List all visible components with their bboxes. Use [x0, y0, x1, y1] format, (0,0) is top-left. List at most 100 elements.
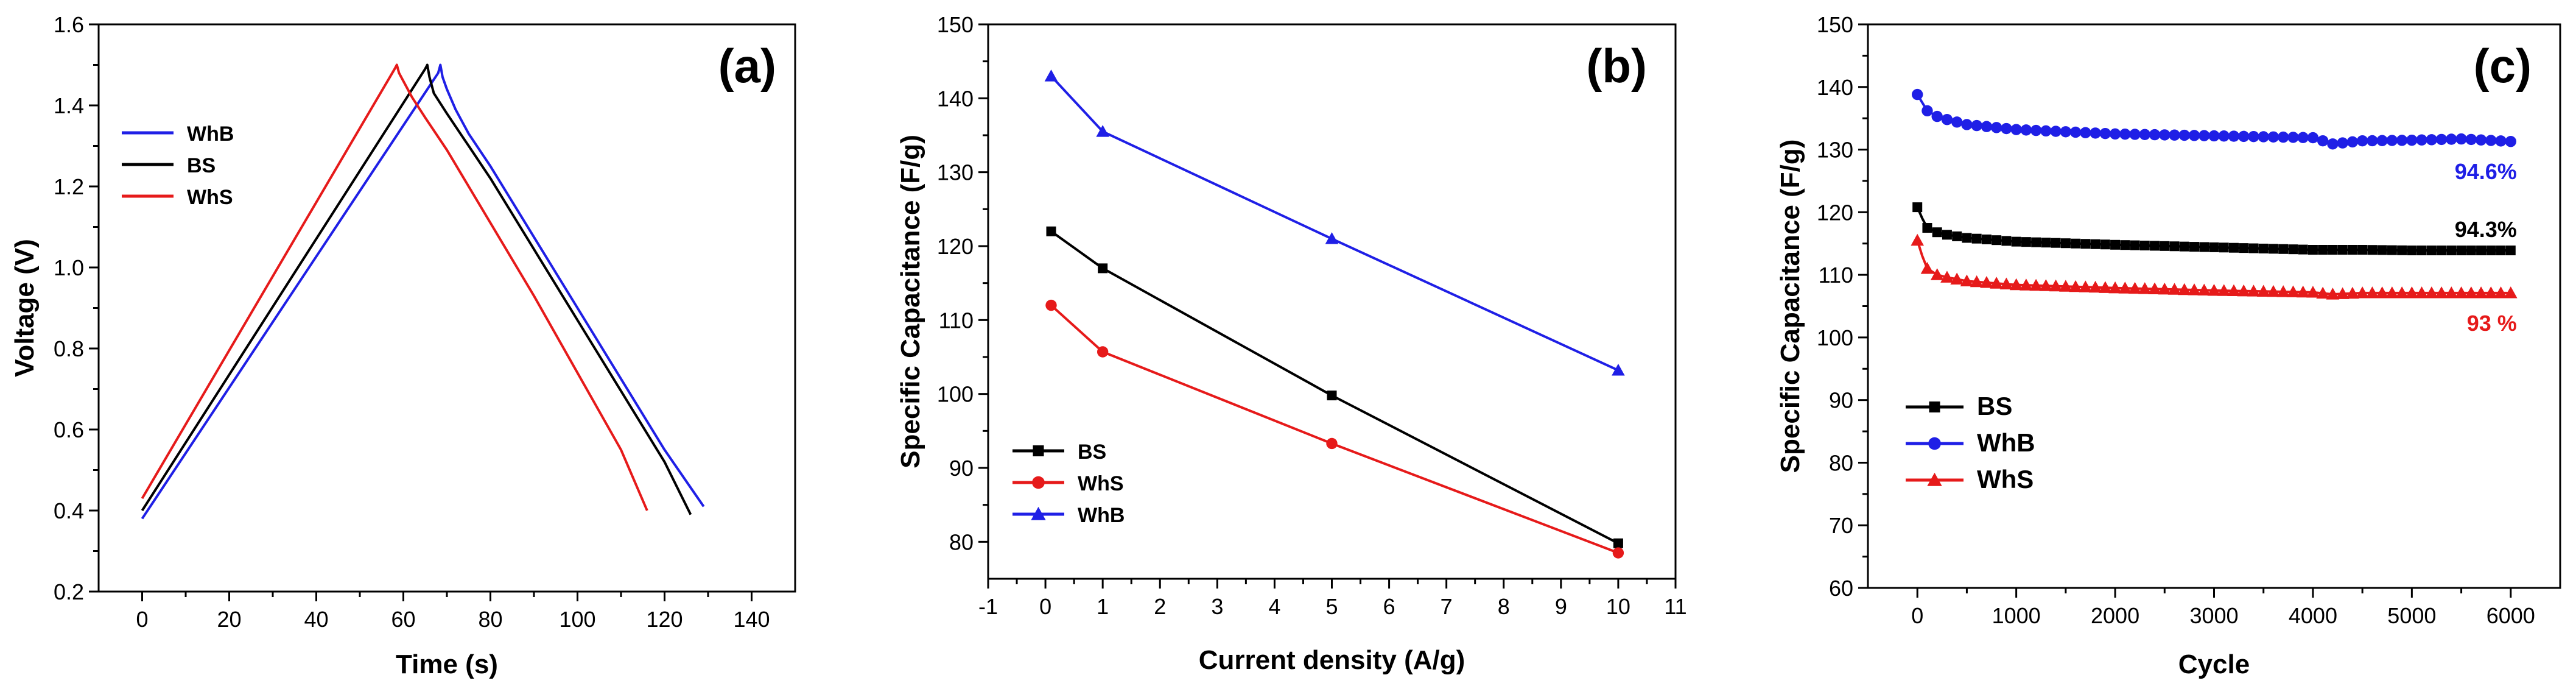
data-point-bs — [2288, 244, 2298, 255]
y-tick-label: 0.4 — [54, 498, 84, 523]
series-line-whb — [1050, 75, 1619, 372]
legend-label-bs: BS — [1977, 392, 2012, 420]
data-point-whs — [2088, 280, 2102, 293]
data-point-bs — [2179, 241, 2189, 252]
data-point-whs — [2158, 282, 2172, 295]
data-point-bs — [2100, 239, 2110, 250]
data-point-whb — [2010, 124, 2022, 135]
data-point-bs — [1971, 233, 1982, 244]
data-point-bs — [2318, 245, 2328, 255]
x-axis-title: Cycle — [2178, 649, 2250, 679]
legend-marker-whs — [1927, 472, 1942, 486]
data-point-whs — [2118, 281, 2132, 294]
data-point-bs — [2090, 239, 2100, 249]
x-tick-label: 20 — [217, 607, 241, 632]
data-point-whs — [1990, 277, 2003, 289]
data-point-bs — [1613, 538, 1623, 548]
data-point-bs — [2021, 237, 2031, 247]
data-point-whb — [2139, 129, 2150, 140]
data-point-bs — [2347, 245, 2357, 255]
data-point-whs — [2108, 281, 2122, 294]
data-point-whs — [2375, 286, 2389, 299]
y-tick-label: 130 — [937, 160, 974, 185]
x-tick-label: 1000 — [1992, 603, 2041, 628]
data-point-whs — [2494, 286, 2508, 299]
y-tick-label: 100 — [1817, 325, 1853, 350]
data-point-whb — [1981, 121, 1993, 132]
data-point-bs — [2446, 246, 2457, 256]
data-point-bs — [2476, 246, 2487, 256]
series-whb — [1044, 69, 1625, 376]
series-line-whs — [1050, 304, 1619, 554]
data-point-bs — [2248, 243, 2259, 253]
data-point-whb — [2129, 129, 2141, 140]
data-point-whb — [2218, 130, 2230, 142]
series-line-bs — [141, 63, 692, 515]
data-point-whb — [2208, 130, 2220, 142]
data-point-bs — [2060, 238, 2071, 249]
y-tick-label: 0.6 — [54, 417, 84, 442]
data-point-bs — [2011, 236, 2021, 247]
x-tick-label: 11 — [1664, 594, 1686, 619]
data-point-bs — [2228, 242, 2239, 253]
y-tick-label: 110 — [1819, 263, 1853, 288]
data-point-whb — [2327, 138, 2339, 150]
data-point-whb — [2188, 130, 2200, 141]
data-point-whb — [2119, 128, 2131, 140]
y-tick-label: 1.6 — [54, 12, 84, 37]
y-tick-label: 150 — [937, 12, 974, 37]
x-tick-label: 7 — [1441, 594, 1453, 619]
data-point-whb — [2248, 130, 2259, 143]
data-point-bs — [2416, 246, 2427, 256]
y-tick-label: 120 — [937, 234, 974, 259]
data-point-whb — [2406, 134, 2418, 146]
data-point-bs — [2496, 246, 2506, 256]
data-point-whb — [2297, 132, 2309, 143]
data-point-whs — [2296, 285, 2310, 298]
data-point-whs — [2059, 280, 2072, 292]
data-point-bs — [2437, 246, 2447, 256]
data-point-whb — [2267, 131, 2279, 143]
data-point-whs — [1930, 268, 1944, 280]
x-tick-label: 2000 — [2091, 603, 2139, 628]
data-point-whs — [2385, 286, 2399, 299]
data-point-bs — [2239, 243, 2249, 253]
data-point-whb — [2228, 130, 2240, 142]
data-point-whs — [2197, 283, 2211, 296]
data-point-bs — [2377, 245, 2387, 255]
data-point-bs — [1046, 226, 1056, 236]
y-tick-label: 140 — [937, 86, 974, 111]
y-tick-label: 80 — [949, 529, 974, 554]
data-point-whs — [2256, 285, 2270, 297]
data-point-whs — [2395, 286, 2409, 299]
x-tick-label: -1 — [978, 594, 998, 619]
data-point-whb — [2435, 133, 2448, 146]
data-point-whs — [2336, 287, 2350, 299]
data-point-bs — [2268, 244, 2278, 254]
x-tick-label: 60 — [391, 607, 415, 632]
data-point-whs — [2306, 286, 2320, 298]
data-point-whs — [2356, 286, 2369, 299]
y-tick-label: 150 — [1817, 12, 1853, 37]
data-point-whb — [2090, 127, 2101, 139]
data-point-whb — [2099, 127, 2111, 140]
data-point-whb — [2020, 124, 2032, 136]
data-point-whs — [2286, 285, 2300, 297]
panel-a: 0 20 40 60 80 100 120 140 0.2 0.4 0.6 0.8 1.0 1.2 1.4 1… — [10, 12, 796, 679]
x-tick-label: 4000 — [2289, 603, 2337, 628]
x-axis-title: Time (s) — [396, 649, 498, 679]
data-point-bs — [2397, 245, 2407, 255]
x-tick-label: 5 — [1325, 594, 1338, 619]
y-axis-title: Specific Capacitance (F/g) — [896, 135, 925, 469]
data-point-whb — [2356, 135, 2368, 147]
data-point-bs — [2051, 238, 2061, 248]
data-point-whs — [1097, 346, 1109, 358]
y-tick-label: 60 — [1829, 576, 1853, 601]
data-point-whs — [1612, 547, 1624, 559]
data-point-bs — [2169, 241, 2180, 252]
legend-label-whb: WhB — [187, 122, 234, 146]
data-point-whs — [2326, 288, 2340, 300]
x-tick-label: 100 — [559, 607, 595, 632]
x-tick-label: 0 — [1911, 603, 1923, 628]
data-point-whs — [1911, 233, 1925, 246]
